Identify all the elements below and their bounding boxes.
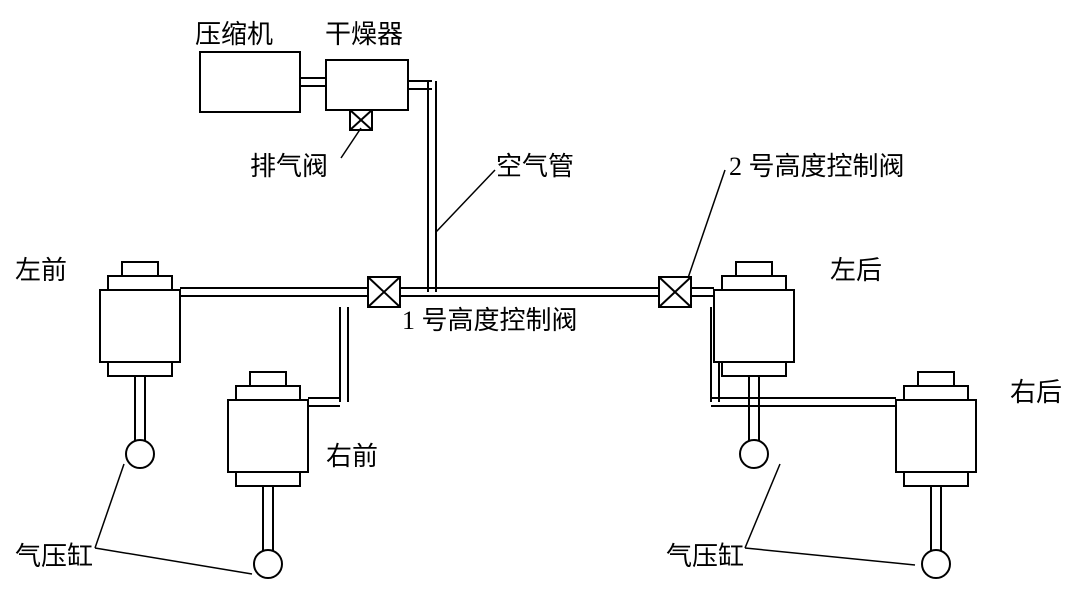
label-cylinder-right: 气压缸 xyxy=(666,536,744,573)
label-right-front: 右前 xyxy=(326,436,378,473)
label-right-rear: 右后 xyxy=(1010,372,1062,409)
label-compressor: 压缩机 xyxy=(195,14,273,51)
label-valve2: 2 号高度控制阀 xyxy=(729,146,905,183)
label-valve1: 1 号高度控制阀 xyxy=(402,300,578,337)
label-cylinder-left: 气压缸 xyxy=(15,536,93,573)
label-air-pipe: 空气管 xyxy=(496,146,574,183)
label-left-rear: 左后 xyxy=(830,250,882,287)
label-exhaust-valve: 排气阀 xyxy=(250,146,328,183)
label-left-front: 左前 xyxy=(15,250,67,287)
label-dryer: 干燥器 xyxy=(325,14,403,51)
